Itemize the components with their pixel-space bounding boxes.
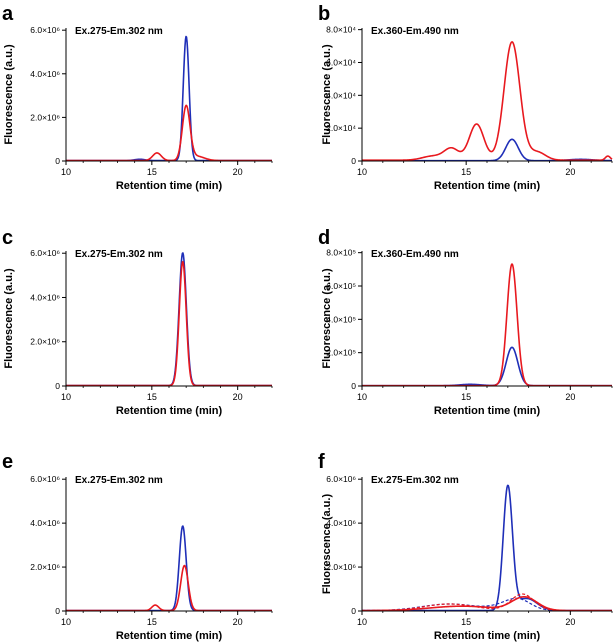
y-tick-label: 4.0×10⁶ — [326, 518, 356, 528]
x-axis-title: Retention time (min) — [116, 630, 223, 642]
y-tick-label: 6.0×10⁶ — [30, 248, 60, 258]
panel-c: c 10 15 20 0 2.0×10⁶ 4.0×10⁶ 6.0×10⁶ Ex.275-Em.3… — [2, 227, 273, 417]
panel-letter: d — [318, 227, 330, 249]
y-tick-label: 4.0×10⁶ — [30, 518, 60, 528]
y-axis-title: Fluorescence (a.u.) — [3, 268, 15, 369]
y-axis-title: Fluorescence (a.u.) — [3, 44, 15, 145]
channel-annotation: Ex.275-Em.302 nm — [371, 475, 459, 486]
x-axis-title: Retention time (min) — [434, 405, 541, 417]
y-tick-label: 2.0×10⁶ — [30, 112, 60, 122]
channel-annotation: Ex.275-Em.302 nm — [75, 249, 163, 260]
x-tick-label: 20 — [233, 392, 243, 402]
y-tick-label: 2.0×10⁴ — [326, 123, 356, 133]
panel-f: f 10 15 20 0 2.0×10⁶ 4.0×10⁶ 6.0×10⁶ Ex.275-Em.3… — [318, 451, 613, 642]
series-red-dashed-line — [361, 593, 612, 612]
y-tick-label: 0 — [351, 156, 356, 166]
series-blue-line — [361, 346, 613, 387]
x-axis-title: Retention time (min) — [116, 405, 223, 417]
y-axis-title: Fluorescence (a.u.) — [321, 44, 333, 145]
y-tick-label: 4.0×10⁵ — [326, 314, 356, 324]
x-axis-title: Retention time (min) — [116, 180, 223, 192]
y-tick-label: 2.0×10⁶ — [30, 562, 60, 572]
y-axis-title: Fluorescence (a.u.) — [321, 268, 333, 369]
y-tick-label: 0 — [351, 606, 356, 616]
series-red-line — [65, 564, 273, 612]
y-tick-label: 2.0×10⁵ — [326, 348, 356, 358]
x-tick-label: 15 — [461, 392, 471, 402]
x-tick-label: 20 — [233, 167, 243, 177]
series-blue-line — [361, 484, 613, 612]
x-tick-label: 20 — [565, 392, 575, 402]
x-tick-label: 15 — [461, 167, 471, 177]
panel-a: a 10 15 20 0 2.0×10⁶ 4.0×10⁶ 6.0×10⁶ Ex.275-Em.3… — [2, 3, 273, 192]
y-tick-label: 8.0×10⁵ — [326, 248, 356, 258]
channel-annotation: Ex.275-Em.302 nm — [75, 26, 163, 37]
y-tick-label: 4.0×10⁶ — [30, 69, 60, 79]
x-tick-label: 10 — [61, 167, 71, 177]
y-tick-label: 2.0×10⁶ — [326, 562, 356, 572]
y-tick-label: 0 — [55, 381, 60, 391]
channel-annotation: Ex.360-Em.490 nm — [371, 249, 459, 260]
y-tick-label: 8.0×10⁴ — [326, 25, 356, 35]
series-blue-line — [361, 138, 613, 162]
y-tick-label: 0 — [55, 156, 60, 166]
x-tick-label: 10 — [357, 392, 367, 402]
y-tick-label: 6.0×10⁶ — [30, 25, 60, 35]
panel-letter: b — [318, 3, 330, 25]
x-tick-label: 15 — [147, 167, 157, 177]
y-tick-label: 2.0×10⁶ — [30, 337, 60, 347]
panel-letter: e — [2, 451, 13, 473]
series-blue-line — [65, 252, 273, 387]
panel-e: e 10 15 20 0 2.0×10⁶ 4.0×10⁶ 6.0×10⁶ Ex.275-Em.3… — [2, 451, 273, 642]
series-blue-line — [65, 525, 273, 612]
y-tick-label: 6.0×10⁵ — [326, 281, 356, 291]
series-red-line — [361, 41, 613, 161]
x-axis-title: Retention time (min) — [434, 180, 541, 192]
y-tick-label: 4.0×10⁶ — [30, 292, 60, 302]
x-tick-label: 10 — [61, 392, 71, 402]
y-tick-label: 0 — [351, 381, 356, 391]
series-red-line — [361, 263, 613, 387]
series-blue-line — [65, 35, 273, 162]
x-tick-label: 15 — [147, 617, 157, 627]
y-tick-label: 4.0×10⁴ — [326, 90, 356, 100]
x-axis-title: Retention time (min) — [434, 630, 541, 642]
panel-letter: a — [2, 3, 14, 25]
panel-b: b 10 15 20 0 2.0×10⁴ 4.0×10⁴ 6.0×10⁴ 8.0×10⁴ Ex.3… — [318, 3, 613, 192]
x-tick-label: 20 — [565, 617, 575, 627]
series-red-line — [65, 104, 273, 162]
series-red-line — [65, 260, 273, 387]
panel-letter: c — [2, 227, 13, 249]
panel-letter: f — [318, 451, 325, 473]
y-tick-label: 6.0×10⁶ — [30, 474, 60, 484]
x-tick-label: 15 — [147, 392, 157, 402]
panel-d: d 10 15 20 0 2.0×10⁵ 4.0×10⁵ 6.0×10⁵ 8.0×10⁵ Ex.3… — [318, 227, 613, 417]
y-axis-title: Fluorescence (a.u.) — [321, 494, 333, 595]
x-tick-label: 10 — [61, 617, 71, 627]
channel-annotation: Ex.360-Em.490 nm — [371, 26, 459, 37]
channel-annotation: Ex.275-Em.302 nm — [75, 475, 163, 486]
x-tick-label: 10 — [357, 617, 367, 627]
x-tick-label: 10 — [357, 167, 367, 177]
x-tick-label: 20 — [565, 167, 575, 177]
y-tick-label: 6.0×10⁶ — [326, 474, 356, 484]
x-tick-label: 20 — [233, 617, 243, 627]
y-tick-label: 6.0×10⁴ — [326, 57, 356, 67]
x-tick-label: 15 — [461, 617, 471, 627]
y-tick-label: 0 — [55, 606, 60, 616]
